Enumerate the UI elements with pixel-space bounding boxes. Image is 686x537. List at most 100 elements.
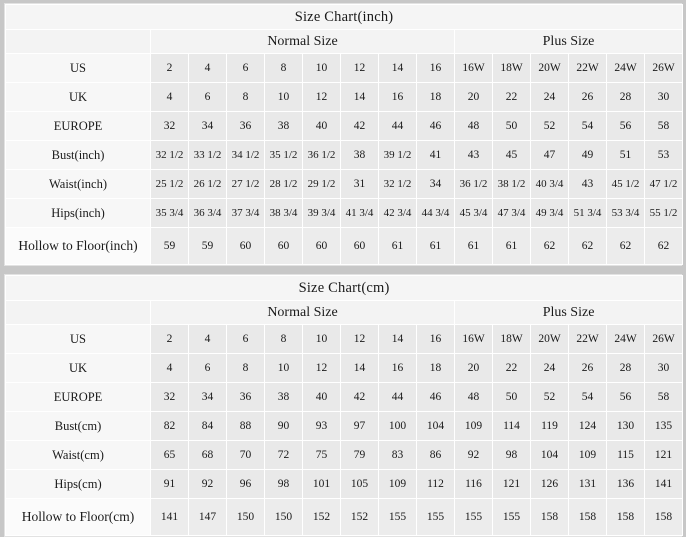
cell: 22W <box>568 324 607 354</box>
cell: 59 <box>188 227 227 265</box>
cell: 61 <box>454 227 493 265</box>
cell: 31 <box>340 169 379 199</box>
cell: 41 3/4 <box>340 198 379 228</box>
cell: 26W <box>643 53 684 83</box>
cell: 30 <box>643 82 684 112</box>
cell: 12 <box>302 82 341 112</box>
cell: 47 <box>530 140 569 170</box>
row-label-hips-inch: Hips(inch) <box>5 198 151 228</box>
row-label-us: US <box>5 53 151 83</box>
cell: 42 <box>340 111 379 141</box>
cell: 30 <box>643 353 684 383</box>
cell: 4 <box>188 324 227 354</box>
row-label-hips-cm: Hips(cm) <box>5 469 151 499</box>
cell: 101 <box>302 469 341 499</box>
cell: 51 3/4 <box>568 198 607 228</box>
cell: 26 <box>568 353 607 383</box>
cell: 40 <box>302 111 341 141</box>
cell: 53 <box>643 140 684 170</box>
cell: 34 <box>188 111 227 141</box>
cell: 47 3/4 <box>492 198 531 228</box>
cell: 92 <box>454 440 493 470</box>
cell: 61 <box>378 227 417 265</box>
cell: 48 <box>454 111 493 141</box>
cell: 20 <box>454 353 493 383</box>
cell: 36 <box>226 111 265 141</box>
cell: 32 1/2 <box>150 140 189 170</box>
cell: 12 <box>340 53 379 83</box>
cell: 36 1/2 <box>302 140 341 170</box>
cell: 141 <box>643 469 684 499</box>
cell: 22W <box>568 53 607 83</box>
size-chart-cm: Size Chart(cm) Normal Size Plus Size US 2 4 6 8… <box>4 274 684 537</box>
cell: 56 <box>606 111 645 141</box>
cell: 50 <box>492 111 531 141</box>
table-row: Waist(cm) 65 68 70 72 75 79 83 86 92 98 104 109 115 12… <box>5 440 684 470</box>
cell: 26W <box>643 324 684 354</box>
cell: 16 <box>416 53 455 83</box>
cell: 48 <box>454 382 493 412</box>
cell: 16 <box>416 324 455 354</box>
cell: 16 <box>378 82 417 112</box>
group-header-plus-size: Plus Size <box>453 300 684 325</box>
cell: 131 <box>568 469 607 499</box>
cell: 18W <box>492 53 531 83</box>
group-header-row: Normal Size Plus Size <box>5 29 684 54</box>
cell: 28 <box>606 82 645 112</box>
cell: 26 1/2 <box>188 169 227 199</box>
cell: 12 <box>302 353 341 383</box>
cell: 35 3/4 <box>150 198 189 228</box>
table-row: Hollow to Floor(inch) 59 59 60 60 60 60 61 61 61 6… <box>5 227 684 265</box>
cell: 114 <box>492 411 531 441</box>
cell: 75 <box>302 440 341 470</box>
cell: 62 <box>643 227 684 265</box>
cell: 24W <box>606 53 645 83</box>
cell: 62 <box>606 227 645 265</box>
cell: 109 <box>454 411 493 441</box>
cell: 90 <box>264 411 303 441</box>
cell: 52 <box>530 382 569 412</box>
cell: 124 <box>568 411 607 441</box>
cell: 136 <box>606 469 645 499</box>
cell: 100 <box>378 411 417 441</box>
cell: 42 <box>340 382 379 412</box>
cell: 105 <box>340 469 379 499</box>
cell: 18 <box>416 353 455 383</box>
cell: 38 <box>340 140 379 170</box>
cell: 10 <box>302 324 341 354</box>
cell: 35 1/2 <box>264 140 303 170</box>
cell: 24 <box>530 353 569 383</box>
cell: 32 <box>150 111 189 141</box>
cell: 98 <box>492 440 531 470</box>
cell: 82 <box>150 411 189 441</box>
cell: 40 3/4 <box>530 169 569 199</box>
cell: 58 <box>643 111 684 141</box>
cell: 33 1/2 <box>188 140 227 170</box>
cell: 109 <box>378 469 417 499</box>
cell: 116 <box>454 469 493 499</box>
cell: 62 <box>530 227 569 265</box>
cell: 32 <box>150 382 189 412</box>
cell: 42 3/4 <box>378 198 417 228</box>
cell: 34 <box>188 382 227 412</box>
cell: 34 <box>416 169 455 199</box>
cell: 29 1/2 <box>302 169 341 199</box>
cell: 126 <box>530 469 569 499</box>
cell: 109 <box>568 440 607 470</box>
group-header-row: Normal Size Plus Size <box>5 300 684 325</box>
cell: 62 <box>568 227 607 265</box>
cell: 92 <box>188 469 227 499</box>
table-row: Bust(inch) 32 1/2 33 1/2 34 1/2 35 1/2 36 1/2… <box>5 140 684 170</box>
cell: 8 <box>226 353 265 383</box>
row-label-uk: UK <box>5 353 151 383</box>
cell: 44 <box>378 111 417 141</box>
cell: 2 <box>150 324 189 354</box>
cell: 121 <box>643 440 684 470</box>
cell: 38 1/2 <box>492 169 531 199</box>
cell: 6 <box>226 324 265 354</box>
cell: 8 <box>226 82 265 112</box>
cell: 60 <box>264 227 303 265</box>
cell: 96 <box>226 469 265 499</box>
cell: 49 <box>568 140 607 170</box>
